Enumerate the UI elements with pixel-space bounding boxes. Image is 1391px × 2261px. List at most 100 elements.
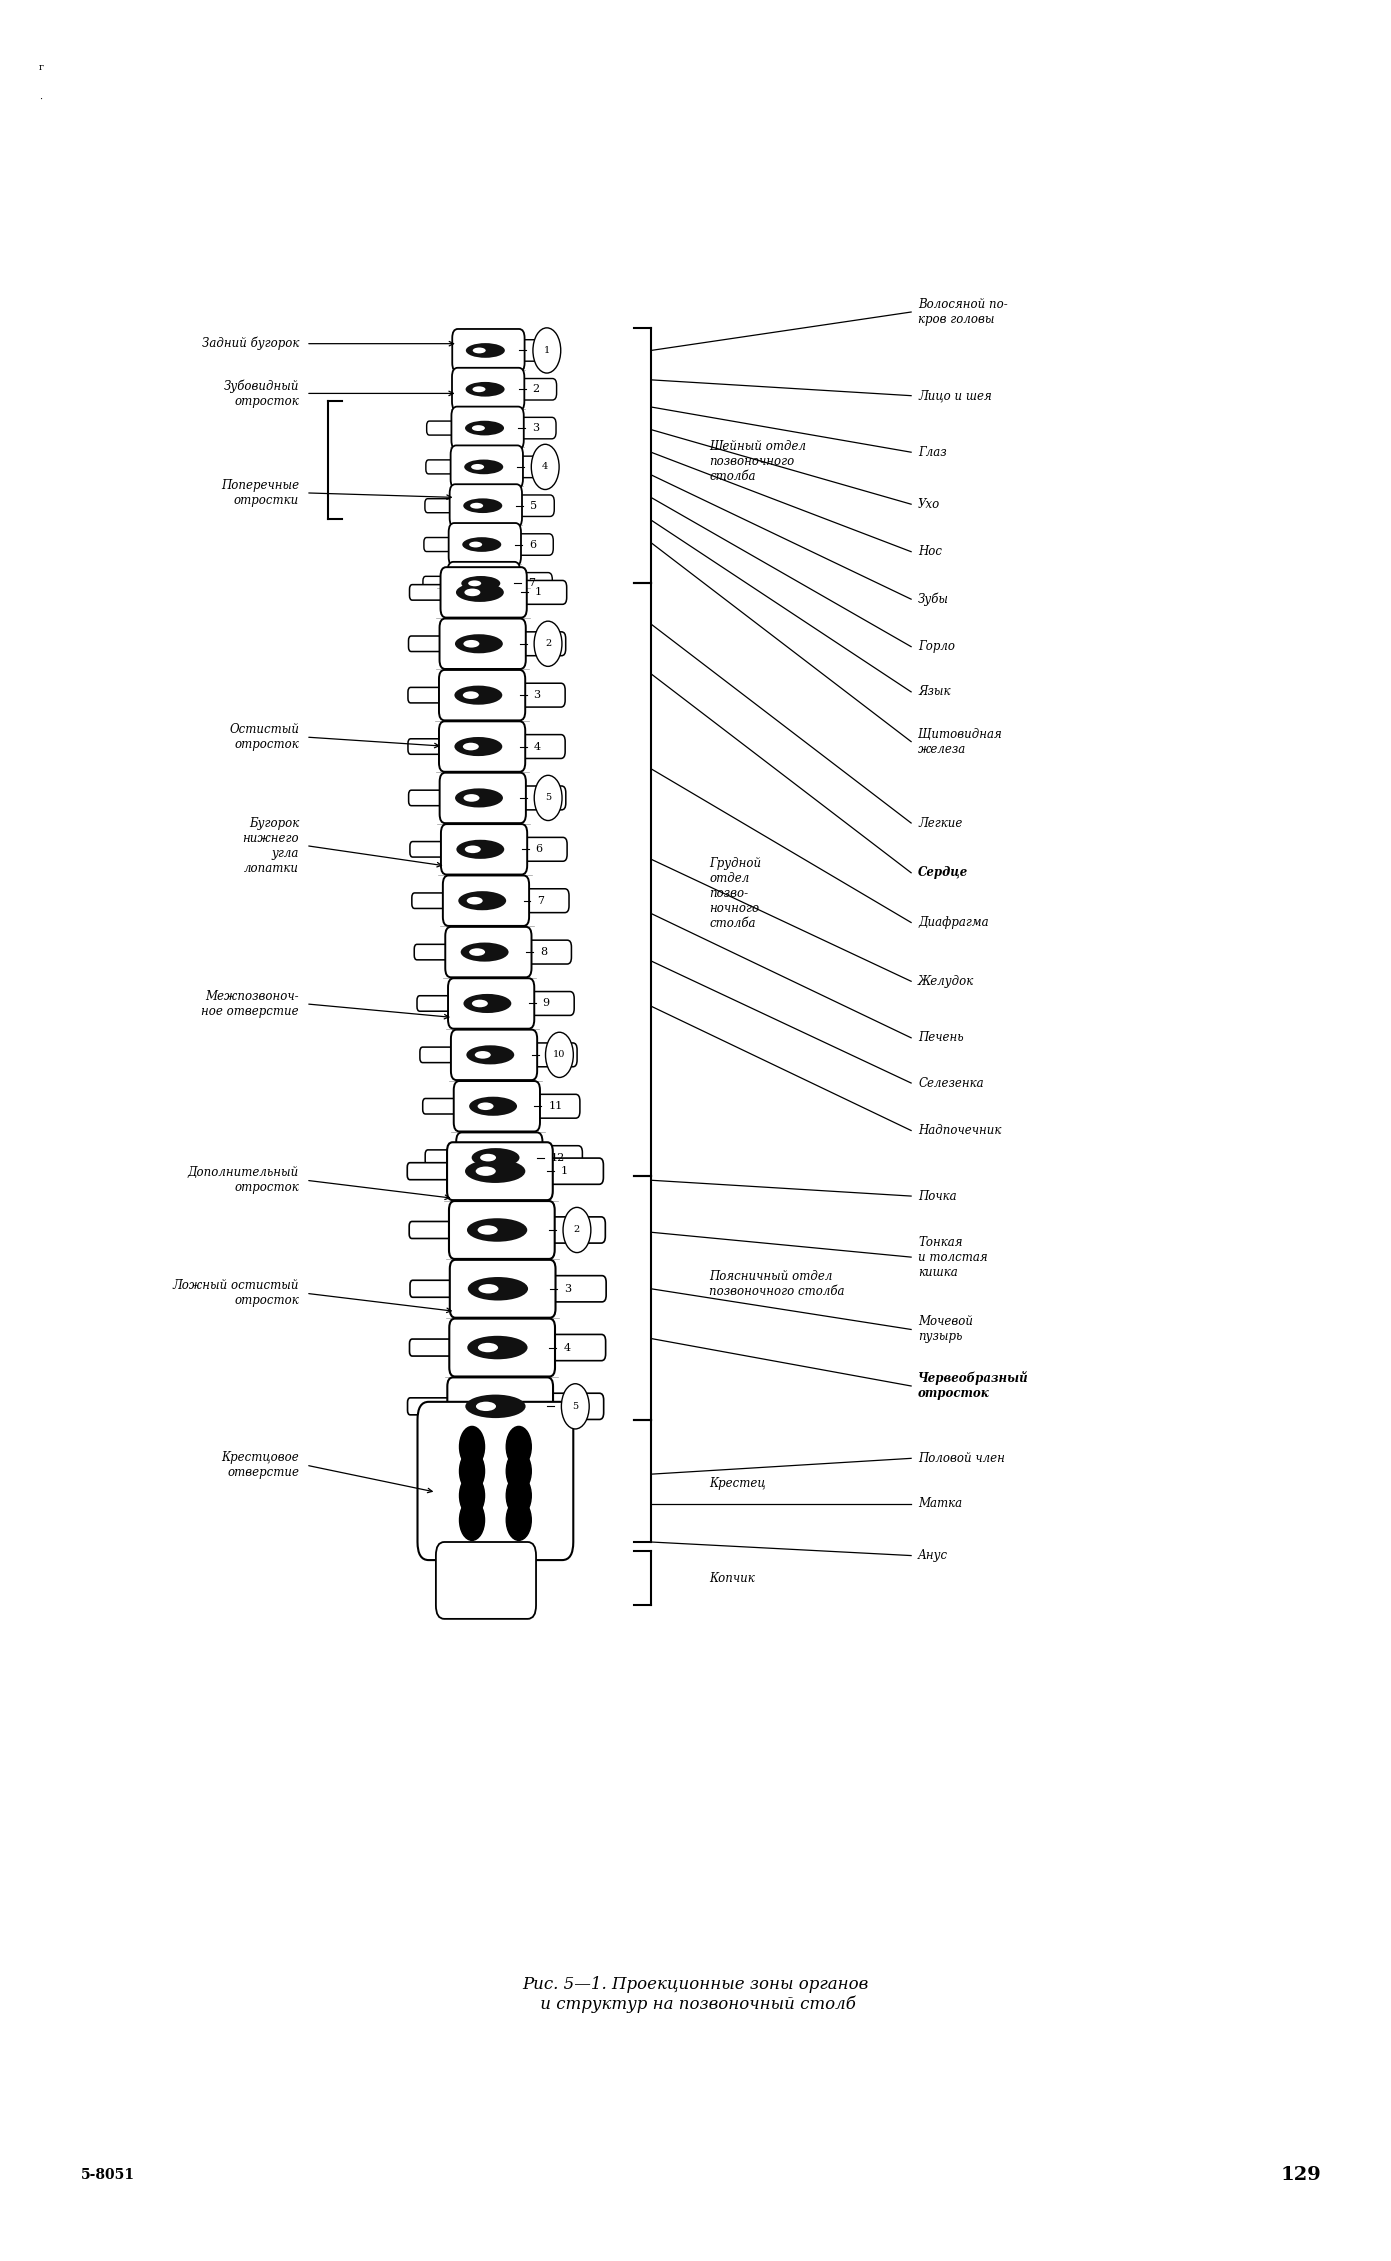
Ellipse shape	[466, 1395, 526, 1418]
FancyBboxPatch shape	[536, 1334, 605, 1361]
FancyBboxPatch shape	[449, 484, 522, 527]
Text: Анус: Анус	[918, 1549, 949, 1562]
FancyBboxPatch shape	[517, 993, 574, 1015]
Text: Матка: Матка	[918, 1497, 963, 1510]
Text: Шейный отдел
позвоночного
столба: Шейный отдел позвоночного столба	[709, 439, 807, 484]
FancyBboxPatch shape	[424, 538, 458, 552]
Circle shape	[506, 1427, 531, 1467]
FancyBboxPatch shape	[534, 1158, 604, 1185]
FancyBboxPatch shape	[456, 1133, 542, 1183]
Ellipse shape	[476, 1402, 497, 1411]
Ellipse shape	[470, 502, 483, 509]
Text: Желудок: Желудок	[918, 974, 974, 988]
FancyBboxPatch shape	[534, 1393, 604, 1420]
Text: Сердце: Сердце	[918, 866, 968, 880]
Text: 5: 5	[530, 500, 537, 511]
Text: Грудной
отдел
позво-
ночного
столба: Грудной отдел позво- ночного столба	[709, 857, 761, 929]
Ellipse shape	[462, 538, 501, 552]
Ellipse shape	[466, 344, 505, 357]
FancyBboxPatch shape	[509, 581, 566, 604]
FancyBboxPatch shape	[417, 1402, 573, 1560]
Ellipse shape	[465, 421, 504, 436]
FancyBboxPatch shape	[509, 339, 556, 362]
Text: 129: 129	[1281, 2166, 1321, 2184]
Ellipse shape	[455, 635, 502, 653]
Text: Поясничный отдел
позвоночного столба: Поясничный отдел позвоночного столба	[709, 1271, 844, 1298]
FancyBboxPatch shape	[509, 787, 566, 809]
Circle shape	[531, 445, 559, 491]
Text: 6: 6	[536, 843, 542, 855]
Text: Ухо: Ухо	[918, 497, 940, 511]
Ellipse shape	[469, 1097, 517, 1115]
Ellipse shape	[467, 1219, 527, 1241]
Text: Тонкая
и толстая
кишка: Тонкая и толстая кишка	[918, 1235, 988, 1280]
Text: 2: 2	[533, 384, 540, 393]
FancyBboxPatch shape	[408, 1397, 456, 1415]
Text: Червеобразный
отросток: Червеобразный отросток	[918, 1372, 1029, 1400]
Text: 5: 5	[572, 1402, 579, 1411]
FancyBboxPatch shape	[510, 837, 568, 861]
Ellipse shape	[455, 789, 504, 807]
Text: Рис. 5—1. Проекционные зоны органов
 и структур на позвоночный столб: Рис. 5—1. Проекционные зоны органов и ст…	[523, 1976, 868, 2012]
FancyBboxPatch shape	[520, 1042, 577, 1067]
FancyBboxPatch shape	[410, 1280, 458, 1298]
Text: 2: 2	[574, 1225, 580, 1235]
Text: 4: 4	[542, 464, 548, 470]
Text: 2: 2	[545, 640, 551, 649]
Text: Поперечные
отростки: Поперечные отростки	[221, 479, 299, 506]
FancyBboxPatch shape	[427, 421, 460, 434]
Text: Язык: Язык	[918, 685, 950, 699]
FancyBboxPatch shape	[447, 1142, 552, 1201]
FancyBboxPatch shape	[442, 875, 529, 927]
FancyBboxPatch shape	[409, 1339, 458, 1357]
Ellipse shape	[455, 685, 502, 705]
FancyBboxPatch shape	[440, 669, 526, 721]
FancyBboxPatch shape	[426, 1151, 465, 1164]
FancyBboxPatch shape	[452, 369, 524, 412]
Text: Остистый
отросток: Остистый отросток	[230, 724, 299, 751]
Ellipse shape	[463, 497, 502, 513]
Circle shape	[506, 1474, 531, 1515]
Ellipse shape	[479, 1284, 498, 1293]
Ellipse shape	[463, 640, 480, 647]
Text: 7: 7	[537, 895, 544, 907]
FancyBboxPatch shape	[448, 979, 534, 1029]
FancyBboxPatch shape	[504, 572, 552, 595]
Ellipse shape	[466, 1045, 515, 1065]
Ellipse shape	[463, 794, 480, 803]
Circle shape	[506, 1452, 531, 1492]
FancyBboxPatch shape	[409, 1221, 458, 1239]
FancyBboxPatch shape	[452, 407, 524, 450]
FancyBboxPatch shape	[423, 1099, 462, 1115]
FancyBboxPatch shape	[409, 635, 448, 651]
Text: Мочевой
пузырь: Мочевой пузырь	[918, 1316, 974, 1343]
Text: Легкие: Легкие	[918, 816, 963, 830]
FancyBboxPatch shape	[508, 683, 565, 708]
Ellipse shape	[469, 581, 481, 586]
FancyBboxPatch shape	[448, 1377, 554, 1436]
Text: 1: 1	[561, 1167, 569, 1176]
Text: 7: 7	[529, 579, 536, 588]
Ellipse shape	[473, 387, 485, 391]
FancyBboxPatch shape	[410, 841, 449, 857]
FancyBboxPatch shape	[409, 789, 448, 805]
Text: Почка: Почка	[918, 1189, 957, 1203]
Circle shape	[459, 1427, 484, 1467]
Text: 4: 4	[534, 742, 541, 751]
Text: 11: 11	[548, 1101, 562, 1110]
Text: 3: 3	[563, 1284, 570, 1293]
FancyBboxPatch shape	[452, 330, 524, 373]
FancyBboxPatch shape	[449, 1259, 555, 1318]
Text: 9: 9	[542, 999, 549, 1008]
Ellipse shape	[462, 577, 501, 590]
Ellipse shape	[473, 348, 485, 353]
Ellipse shape	[460, 943, 509, 961]
FancyBboxPatch shape	[536, 1216, 605, 1244]
Ellipse shape	[456, 839, 505, 859]
Text: Волосяной по-
кров головы: Волосяной по- кров головы	[918, 298, 1008, 326]
Text: Копчик: Копчик	[709, 1571, 755, 1585]
Text: Зубы: Зубы	[918, 592, 949, 606]
Text: Ложный остистый
отросток: Ложный остистый отросток	[172, 1280, 299, 1307]
Ellipse shape	[479, 1343, 498, 1352]
FancyBboxPatch shape	[505, 534, 554, 556]
